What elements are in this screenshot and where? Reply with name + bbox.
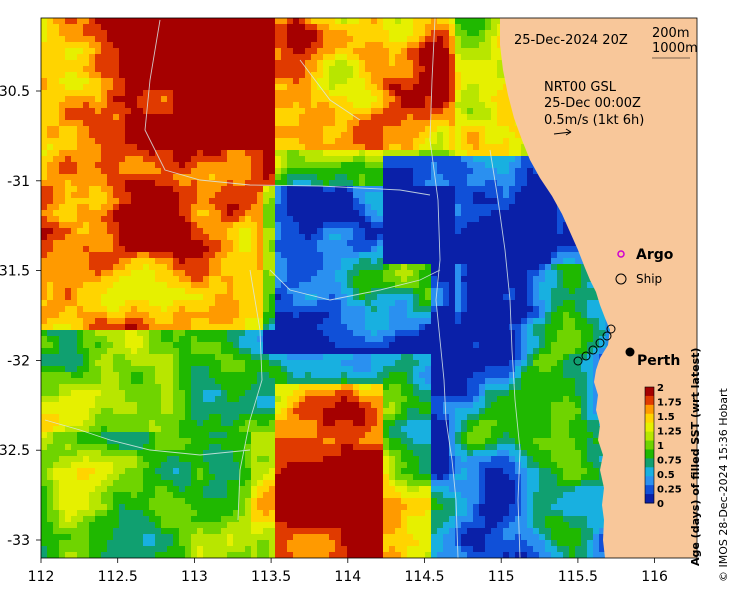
colorbar-swatch xyxy=(645,413,654,424)
isobath-label-200m: 200m xyxy=(652,26,689,41)
x-tick-label: 113 xyxy=(181,569,208,585)
colorbar-swatch xyxy=(645,494,654,504)
colorbar-swatch xyxy=(645,387,654,397)
current-scale: 0.5m/s (1kt 6h) xyxy=(544,113,644,128)
ship-markers xyxy=(573,324,616,366)
y-tick-label: -33 xyxy=(7,533,30,549)
colorbar-tick-label: 1.5 xyxy=(657,412,675,423)
colorbar-swatch xyxy=(645,449,654,459)
x-tick-label: 112 xyxy=(28,569,55,585)
perth-marker xyxy=(625,347,635,357)
colorbar-tick-label: 1.25 xyxy=(657,427,682,438)
plot-frame xyxy=(40,17,698,559)
colorbar-swatch xyxy=(645,458,654,468)
isobath-contours xyxy=(44,18,521,558)
colorbar-swatch xyxy=(645,422,654,433)
x-tick-label: 115 xyxy=(488,569,515,585)
colorbar-swatch xyxy=(645,404,654,415)
colorbar-frame xyxy=(644,386,655,504)
y-tick-label: -31 xyxy=(7,174,30,190)
colorbar-tick-label: 1 xyxy=(657,441,664,452)
x-tick-label: 113.5 xyxy=(251,569,291,585)
current-scale-arrow-icon xyxy=(553,128,572,136)
colorbar-swatch xyxy=(645,467,654,477)
x-tick-label: 114 xyxy=(334,569,361,585)
colorbar-tick-label: 0.75 xyxy=(657,456,682,467)
x-tick-label: 116 xyxy=(641,569,668,585)
ship-legend-label: Ship xyxy=(636,272,662,286)
colorbar-tick-label: 0.25 xyxy=(657,485,682,496)
colorbar-title: Age (days) of filled SST (wrt latest) xyxy=(689,348,702,566)
colorbar-swatch xyxy=(645,440,654,450)
plot-area xyxy=(41,18,697,558)
x-tick-label: 114.5 xyxy=(404,569,444,585)
y-axis: 30.5 -31 31.5 -32 32.5 -33 xyxy=(0,84,41,549)
y-tick-label: 32.5 xyxy=(0,443,30,459)
x-axis: 112 112.5 113 113.5 114 114.5 115 115.5 116 xyxy=(28,558,668,585)
perth-label: Perth xyxy=(637,353,680,369)
current-source: NRT00 GSL xyxy=(544,80,617,95)
argo-legend-label: Argo xyxy=(636,247,674,263)
date-label: 25-Dec-2024 20Z xyxy=(514,33,628,48)
colorbar: 2 1.75 1.5 1.25 1 0.75 0.5 0.25 0 xyxy=(644,383,682,510)
colorbar-swatch xyxy=(645,431,654,442)
colorbar-tick-label: 0.5 xyxy=(657,470,675,481)
colorbar-swatch xyxy=(645,485,654,495)
colorbar-tick-label: 0 xyxy=(657,499,664,510)
colorbar-tick-label: 2 xyxy=(657,383,664,394)
y-tick-label: 30.5 xyxy=(0,84,30,100)
y-tick-label: -32 xyxy=(7,353,30,369)
colorbar-swatch xyxy=(645,395,654,406)
credit-text: © IMOS 28-Dec-2024 15:36 Hobart xyxy=(717,387,730,582)
current-time: 25-Dec 00:00Z xyxy=(544,96,641,111)
colorbar-tick-label: 1.75 xyxy=(657,398,682,409)
x-tick-label: 112.5 xyxy=(98,569,138,585)
x-tick-label: 115.5 xyxy=(558,569,598,585)
colorbar-swatch xyxy=(645,476,654,486)
isobath-label-1000m: 1000m xyxy=(652,41,698,56)
argo-legend-icon xyxy=(617,250,625,258)
ship-legend-icon xyxy=(615,273,627,285)
y-tick-label: 31.5 xyxy=(0,264,30,280)
